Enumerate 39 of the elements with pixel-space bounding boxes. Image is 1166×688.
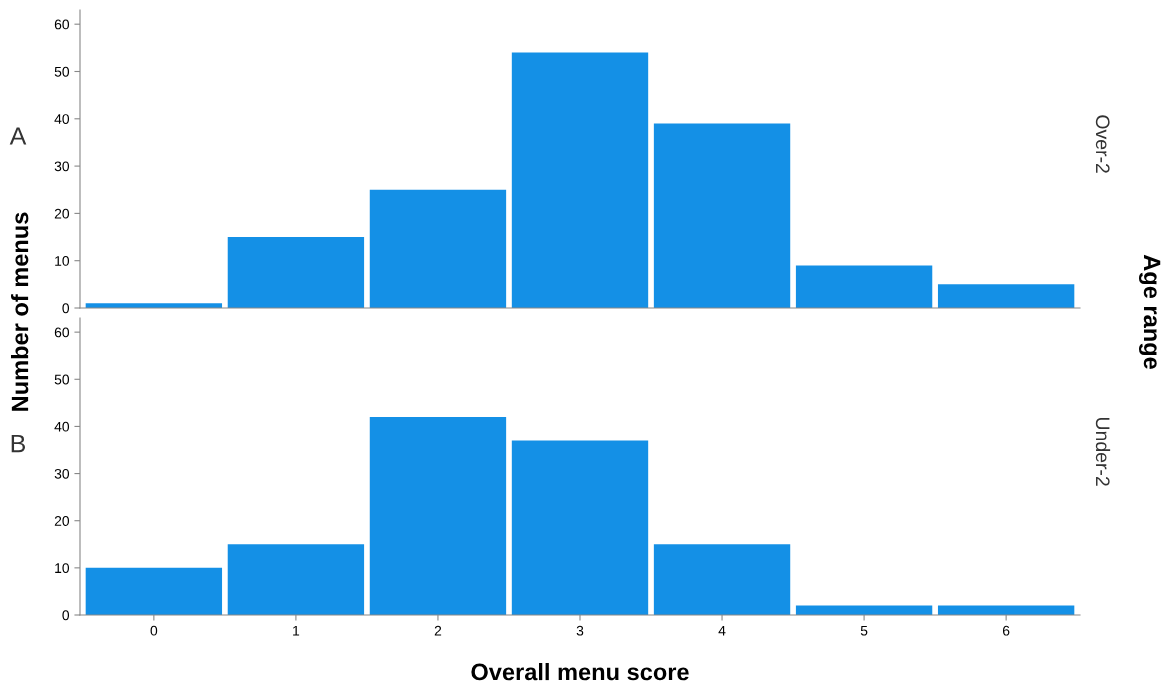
x-tick-label: 4	[718, 625, 726, 636]
y2-axis-title: Over-2	[1095, 115, 1110, 173]
x-tick-label: 0	[150, 625, 158, 636]
bar	[85, 567, 223, 615]
bar	[369, 189, 507, 308]
bar	[937, 284, 1075, 308]
y-tick-label: 50	[54, 374, 70, 385]
bar	[369, 417, 507, 615]
x-tick-label: 3	[576, 625, 584, 636]
x-axis-title: Overall menu score	[471, 662, 689, 681]
y-tick-label: 0	[62, 303, 70, 314]
y-tick-label: 60	[54, 327, 70, 338]
y-tick-label: 40	[54, 421, 70, 432]
y-tick-label: 20	[54, 516, 70, 526]
bar	[227, 544, 365, 615]
y-tick-label: 10	[55, 256, 70, 266]
y-tick-label: 60	[54, 19, 70, 30]
y-tick-label: 30	[54, 468, 70, 479]
bar	[653, 123, 791, 308]
bar	[511, 440, 649, 615]
y-tick-label: 40	[54, 114, 70, 124]
y-tick-label: 30	[54, 161, 70, 172]
x-tick-label: 1	[293, 625, 300, 636]
y-axis-title: Number of menus	[11, 212, 29, 411]
y2-axis-title: Under-2	[1095, 418, 1111, 486]
text: A	[9, 127, 27, 145]
x-tick-label: 6	[1002, 625, 1010, 636]
bar	[227, 237, 365, 308]
x-tick-label: 5	[860, 625, 868, 636]
y-tick-label: 10	[55, 563, 70, 574]
text: B	[11, 434, 26, 453]
bar	[653, 544, 791, 615]
x-tick-label: 2	[434, 625, 442, 636]
text: Age range	[1138, 254, 1161, 369]
bar	[795, 265, 933, 308]
y-tick-label: 0	[62, 610, 70, 621]
bar	[511, 52, 649, 308]
y-tick-label: 20	[54, 208, 70, 219]
y-tick-label: 50	[54, 66, 70, 77]
